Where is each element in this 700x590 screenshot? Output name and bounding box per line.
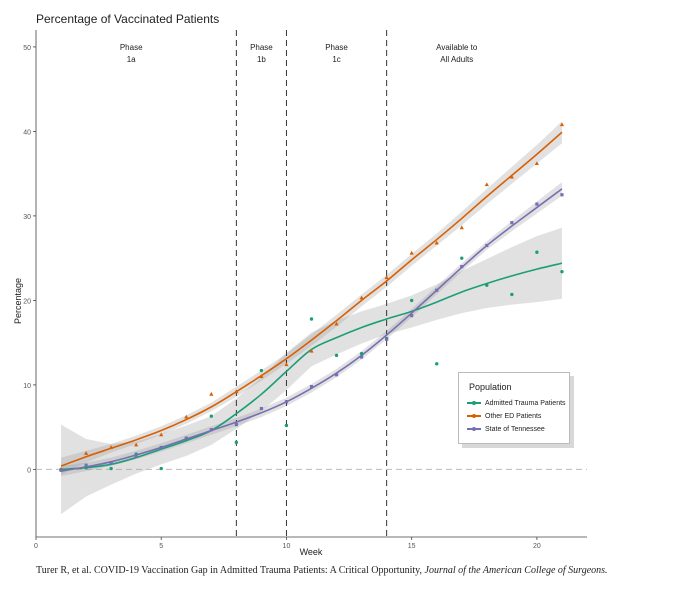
data-point-2 — [485, 243, 489, 248]
data-point-1 — [259, 374, 264, 378]
confidence-band-0 — [61, 227, 562, 515]
x-tick-label: 10 — [283, 543, 291, 550]
y-tick-label: 20 — [23, 298, 31, 305]
data-point-2 — [84, 463, 88, 467]
fit-line-2 — [60, 188, 563, 472]
data-point-1 — [83, 451, 89, 455]
data-point-1 — [184, 414, 189, 419]
legend-item-tennessee: State of Tennessee — [467, 423, 545, 435]
data-point-1 — [309, 348, 314, 353]
legend-swatch-tennessee — [467, 426, 481, 431]
phase-label-line1: Phase — [325, 43, 348, 52]
data-point-2 — [59, 468, 63, 472]
data-point-2 — [234, 423, 238, 427]
citation: Turer R, et al. COVID-19 Vaccination Gap… — [36, 565, 676, 576]
y-axis-label: Percentage — [13, 278, 23, 324]
legend-label-tennessee: State of Tennessee — [485, 425, 545, 433]
data-point-2 — [435, 288, 439, 292]
data-point-1 — [559, 122, 565, 127]
data-point-2 — [535, 202, 539, 206]
legend: Population Admitted Trauma Patients Othe… — [458, 372, 570, 444]
data-point-2 — [460, 265, 464, 269]
data-point-0 — [560, 269, 564, 274]
data-point-1 — [359, 295, 364, 300]
data-point-1 — [134, 442, 139, 447]
legend-item-trauma: Admitted Trauma Patients — [467, 397, 566, 409]
data-point-0 — [109, 466, 113, 471]
y-tick-label: 10 — [23, 383, 31, 390]
phase-label-line2: 1a — [127, 55, 136, 64]
phase-label-line2: 1c — [332, 55, 340, 64]
data-point-1 — [384, 275, 389, 280]
phase-label-line2: All Adults — [440, 55, 473, 64]
data-point-0 — [435, 362, 439, 366]
phase-label-line1: Available to — [436, 43, 478, 52]
chart-title: Percentage of Vaccinated Patients — [36, 12, 219, 26]
phase-label-line1: Phase — [120, 43, 143, 52]
x-tick-label: 0 — [34, 543, 38, 550]
data-point-2 — [184, 436, 188, 440]
y-tick-label: 30 — [23, 214, 31, 221]
data-point-0 — [284, 423, 289, 428]
data-point-1 — [159, 432, 164, 437]
data-point-0 — [159, 466, 163, 471]
data-point-0 — [460, 256, 464, 260]
data-point-0 — [409, 298, 414, 303]
data-point-0 — [234, 440, 239, 445]
data-point-0 — [209, 414, 214, 418]
data-point-1 — [109, 445, 114, 449]
citation-journal: Journal of the American College of Surge… — [424, 565, 608, 576]
legend-title: Population — [469, 382, 512, 392]
legend-label-trauma: Admitted Trauma Patients — [485, 399, 566, 407]
data-point-2 — [134, 454, 138, 458]
data-point-1 — [409, 250, 414, 255]
data-point-2 — [259, 406, 264, 411]
x-tick-label: 20 — [533, 543, 541, 550]
chart: Percentage of Vaccinated Patients 0 10 20 3… — [13, 12, 587, 557]
phase-label-line1: Phase — [250, 43, 273, 52]
data-point-2 — [309, 384, 314, 389]
y-tick-label: 50 — [23, 45, 31, 52]
data-point-1 — [234, 389, 239, 394]
data-point-0 — [485, 283, 489, 287]
y-tick-label: 0 — [27, 467, 31, 474]
fit-line-1 — [60, 131, 563, 467]
data-point-1 — [434, 240, 439, 245]
data-point-0 — [510, 292, 514, 297]
phase-label-line2: 1b — [257, 55, 266, 64]
legend-item-ed: Other ED Patients — [467, 410, 541, 422]
data-point-0 — [334, 353, 339, 358]
citation-text: Turer R, et al. COVID-19 Vaccination Gap… — [36, 565, 422, 576]
data-point-2 — [410, 314, 414, 318]
data-point-2 — [109, 461, 113, 465]
data-point-1 — [484, 182, 489, 187]
data-point-0 — [84, 466, 88, 470]
data-point-2 — [385, 337, 389, 341]
x-tick-label: 5 — [159, 543, 163, 550]
data-point-2 — [209, 428, 213, 432]
data-point-1 — [534, 161, 540, 166]
data-point-2 — [159, 445, 163, 450]
y-tick-label: 40 — [23, 129, 31, 136]
data-point-1 — [509, 174, 514, 179]
legend-swatch-ed — [467, 413, 481, 418]
data-point-1 — [209, 391, 214, 396]
x-axis-label: Week — [300, 547, 323, 557]
data-point-0 — [259, 368, 264, 373]
data-point-2 — [334, 373, 339, 377]
data-point-0 — [535, 250, 539, 254]
data-point-0 — [359, 351, 364, 356]
data-point-1 — [334, 321, 339, 326]
data-point-2 — [510, 221, 514, 225]
data-point-2 — [359, 355, 364, 359]
data-point-2 — [560, 193, 564, 197]
data-point-1 — [459, 225, 464, 230]
data-point-2 — [284, 400, 289, 404]
data-point-0 — [309, 317, 314, 321]
legend-swatch-trauma — [467, 400, 481, 405]
x-tick-label: 15 — [408, 543, 416, 550]
legend-label-ed: Other ED Patients — [485, 412, 542, 420]
data-point-1 — [284, 362, 289, 367]
